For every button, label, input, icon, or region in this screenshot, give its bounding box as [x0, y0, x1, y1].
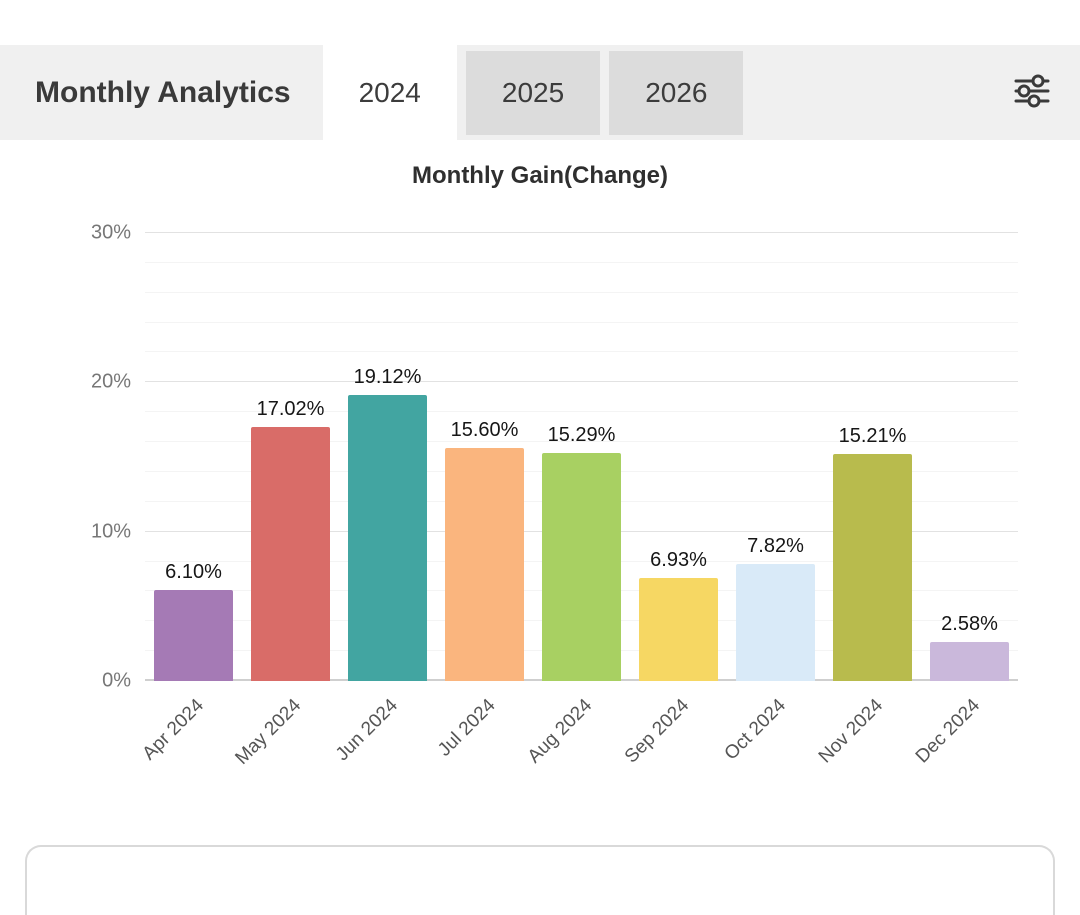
y-tick-label: 20%	[90, 370, 131, 393]
bar-value-label: 7.82%	[747, 535, 804, 558]
bar-value-label: 6.93%	[650, 548, 707, 571]
minor-gridline	[145, 411, 1018, 413]
x-axis-label: Apr 2024	[138, 695, 209, 765]
minor-gridline	[145, 321, 1018, 323]
x-axis-label-cell: Dec 2024	[912, 681, 1018, 793]
bar-value-label: 17.02%	[256, 397, 325, 420]
bar-aug-2024[interactable]	[541, 452, 622, 681]
bar-slot: 7.82%	[727, 233, 824, 681]
bar-value-label: 15.29%	[547, 423, 616, 446]
x-axis-label-cell: Jun 2024	[332, 681, 436, 793]
x-axis-label-cell: Jul 2024	[433, 681, 533, 793]
x-axis-label-cell: Apr 2024	[139, 681, 242, 793]
header: Monthly Analytics 2024 2025 2026	[0, 45, 1080, 140]
chart-section: Monthly Gain(Change) 6.10% 17.02% 19.12% 15…	[0, 140, 1080, 793]
x-axis-label-cell: Oct 2024	[721, 681, 824, 793]
bar-slot: 17.02%	[242, 233, 339, 681]
x-axis-label: May 2024	[231, 695, 306, 769]
x-axis-label-cell: May 2024	[231, 681, 339, 793]
x-axis-label: Jun 2024	[332, 695, 403, 766]
tab-2026[interactable]: 2026	[609, 50, 744, 135]
tune-sliders-icon	[1009, 68, 1055, 117]
major-gridline	[145, 381, 1018, 383]
bar-slot: 6.93%	[630, 233, 727, 681]
bar-slot: 2.58%	[921, 233, 1018, 681]
bar-oct-2024[interactable]	[735, 564, 816, 681]
bar-slot: 15.60%	[436, 233, 533, 681]
minor-gridline	[145, 261, 1018, 263]
minor-gridline	[145, 351, 1018, 353]
minor-gridline	[145, 291, 1018, 293]
minor-gridline	[145, 441, 1018, 443]
filter-button[interactable]	[1006, 67, 1058, 119]
chart-title: Monthly Gain(Change)	[412, 162, 668, 189]
bars: 6.10% 17.02% 19.12% 15.60% 15.29% 6.93% 7.82% 1…	[145, 233, 1018, 681]
bar-dec-2024[interactable]	[929, 642, 1010, 681]
bar-slot: 19.12%	[339, 233, 436, 681]
bar-apr-2024[interactable]	[153, 589, 234, 681]
x-axis-label: Nov 2024	[814, 695, 888, 768]
x-axis-label: Dec 2024	[911, 695, 985, 768]
x-axis-label: Sep 2024	[620, 695, 694, 768]
top-strip	[0, 0, 1080, 45]
plot-area: 6.10% 17.02% 19.12% 15.60% 15.29% 6.93% 7.82% 1…	[91, 222, 1018, 692]
x-axis-label: Jul 2024	[433, 695, 500, 761]
y-tick-label: 0%	[102, 669, 131, 692]
bar-value-label: 15.21%	[838, 424, 907, 447]
bar-nov-2024[interactable]	[832, 453, 913, 681]
bar-sep-2024[interactable]	[638, 577, 719, 681]
bottom-card	[25, 845, 1055, 915]
x-axis-label: Aug 2024	[523, 695, 597, 768]
bar-jun-2024[interactable]	[347, 395, 428, 681]
bar-slot: 6.10%	[145, 233, 242, 681]
bar-slot: 15.29%	[533, 233, 630, 681]
x-axis-label-cell: Sep 2024	[621, 681, 727, 793]
bar-value-label: 15.60%	[450, 419, 519, 442]
y-tick-label: 10%	[90, 520, 131, 543]
x-axis-label-cell: Nov 2024	[815, 681, 921, 793]
bar-jul-2024[interactable]	[444, 448, 525, 681]
tab-2024[interactable]: 2024	[322, 45, 457, 140]
bar-value-label: 2.58%	[941, 613, 998, 636]
page-title: Monthly Analytics	[35, 75, 291, 109]
x-axis-label: Oct 2024	[720, 695, 791, 765]
major-gridline	[145, 232, 1018, 233]
bar-slot: 15.21%	[824, 233, 921, 681]
tab-2025[interactable]: 2025	[465, 50, 601, 135]
x-axis-label-cell: Aug 2024	[524, 681, 630, 793]
bar-value-label: 19.12%	[353, 366, 422, 389]
bar-may-2024[interactable]	[250, 426, 331, 681]
year-tabs: 2024 2025 2026	[322, 45, 744, 140]
chart-outer: 6.10% 17.02% 19.12% 15.60% 15.29% 6.93% 7.82% 1…	[91, 222, 1018, 692]
x-axis-labels: Apr 2024 May 2024 Jun 2024 Jul 2024 Aug 2024…	[139, 681, 1018, 793]
y-tick-label: 30%	[90, 221, 131, 244]
bar-value-label: 6.10%	[165, 560, 222, 583]
